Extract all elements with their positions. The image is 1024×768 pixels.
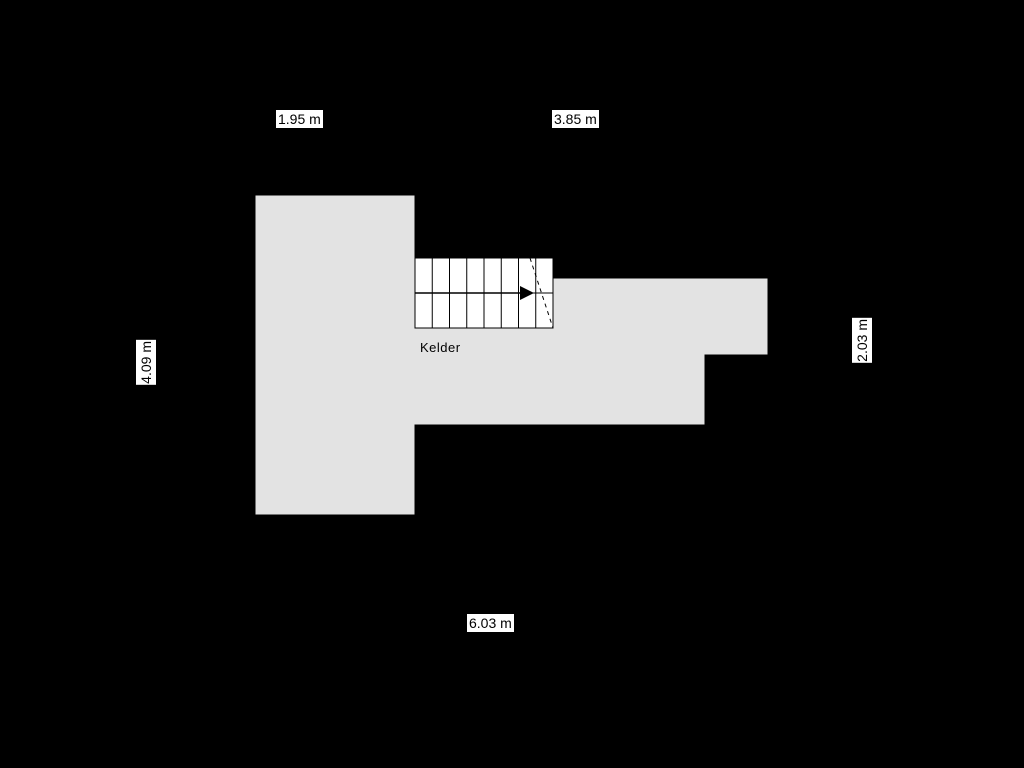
floorplan-canvas: 1.95 m 3.85 m 6.03 m 4.09 m 2.03 m Kelde… bbox=[0, 0, 1024, 768]
dimension-top-left: 1.95 m bbox=[276, 110, 323, 128]
room-label-kelder: Kelder bbox=[420, 340, 461, 355]
stairs bbox=[415, 258, 553, 328]
room-outline bbox=[255, 195, 768, 515]
dimension-bottom: 6.03 m bbox=[467, 614, 514, 632]
dimension-right: 2.03 m bbox=[852, 318, 872, 363]
dimension-left: 4.09 m bbox=[136, 340, 156, 385]
dimension-top-right: 3.85 m bbox=[552, 110, 599, 128]
